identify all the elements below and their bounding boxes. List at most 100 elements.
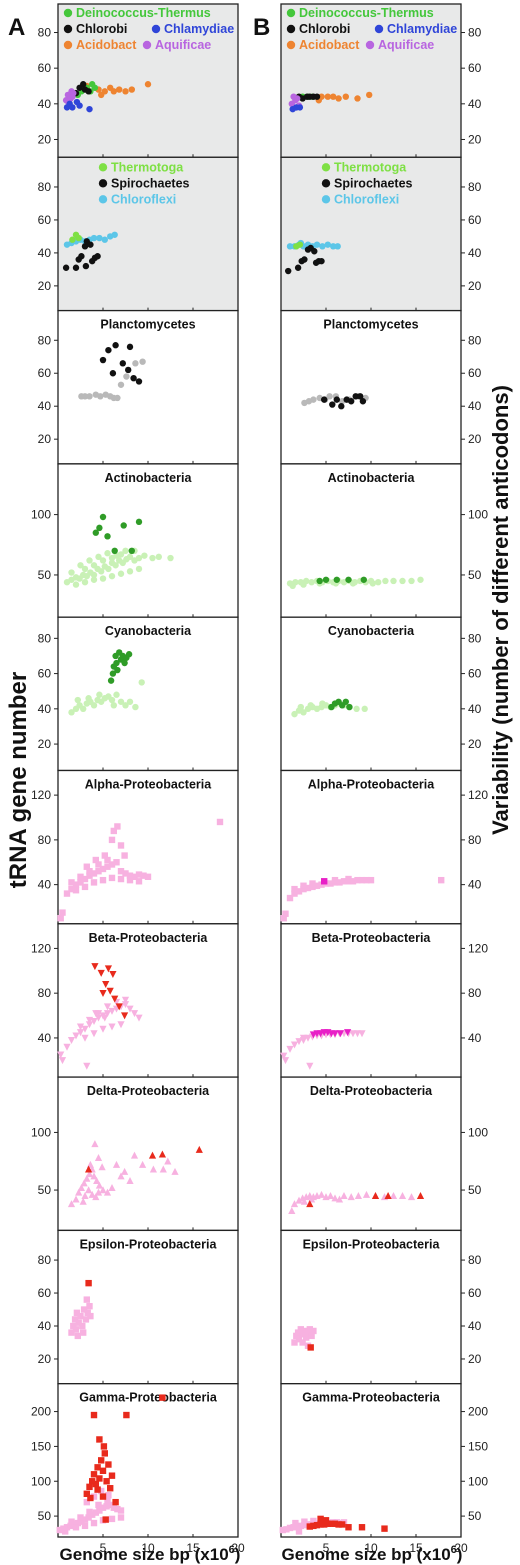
- data-point: [108, 861, 116, 868]
- data-point: [322, 1517, 330, 1524]
- data-point: [318, 257, 325, 265]
- x-axis-label-b-exp: 6: [451, 1544, 457, 1556]
- scatter-panels: 20 40 60 80 Deinococcus-Thermus Chlorobi Chlam…: [31, 3, 488, 1555]
- data-point: [111, 231, 118, 238]
- data-point: [371, 1192, 380, 1200]
- data-point: [85, 1170, 94, 1178]
- data-point: [109, 670, 117, 677]
- panel-a-0: 20 40 60 80 Deinococcus-Thermus Chlorobi Chlam…: [38, 3, 239, 158]
- data-point: [99, 876, 107, 884]
- panel-a-6: 40 80 120 Beta-Proteobacteria: [31, 923, 239, 1078]
- data-point: [103, 1478, 110, 1485]
- y-tick-label: 100: [468, 1125, 488, 1139]
- panel-frame: [57, 463, 239, 618]
- data-point: [96, 1436, 103, 1443]
- y-tick-label: 120: [468, 788, 488, 802]
- data-point: [95, 861, 102, 868]
- data-point: [96, 691, 103, 698]
- legend-label: Spirochaetes: [334, 176, 413, 190]
- panel-title: Planctomycetes: [323, 318, 418, 332]
- data-point: [301, 1327, 308, 1335]
- legend-label: Deinococcus-Thermus: [299, 6, 434, 20]
- data-point: [77, 1183, 85, 1191]
- y-tick-label: 80: [38, 26, 52, 40]
- data-point: [155, 553, 162, 561]
- data-point: [313, 93, 321, 100]
- data-point: [328, 1520, 335, 1527]
- y-tick-label: 80: [38, 631, 52, 645]
- y-tick-label: 120: [468, 941, 488, 955]
- panel-frame: [280, 1383, 462, 1538]
- y-tick-label: 80: [468, 26, 482, 40]
- y-tick-label: 20: [38, 279, 52, 293]
- data-point: [308, 578, 315, 586]
- data-point: [58, 1057, 67, 1065]
- data-point: [90, 1172, 98, 1180]
- data-point: [90, 1030, 98, 1038]
- panel-a-3: 50 100 Actinobacteria: [31, 463, 239, 618]
- data-point: [108, 874, 116, 882]
- data-point: [68, 879, 75, 886]
- legend-marker: [98, 163, 108, 172]
- y-tick-label: 60: [468, 366, 482, 380]
- data-point: [101, 1450, 108, 1457]
- data-point: [113, 859, 120, 866]
- y-tick-label: 60: [38, 1286, 52, 1300]
- data-point: [345, 576, 352, 583]
- data-point: [63, 1043, 71, 1051]
- data-point: [108, 572, 116, 580]
- data-point: [86, 1303, 93, 1310]
- data-point: [109, 370, 117, 377]
- data-point: [70, 89, 77, 97]
- y-tick-label: 150: [468, 1439, 488, 1453]
- data-point: [354, 876, 361, 884]
- data-point: [336, 1030, 344, 1038]
- data-point: [74, 1332, 81, 1340]
- data-point: [70, 1322, 77, 1330]
- data-point: [126, 343, 134, 351]
- data-point: [83, 1174, 91, 1182]
- data-point: [149, 1165, 157, 1173]
- panel-title: Planctomycetes: [100, 318, 195, 332]
- data-point: [310, 1517, 317, 1525]
- data-point: [72, 1326, 80, 1333]
- y-tick-label: 40: [468, 1319, 482, 1333]
- data-point: [399, 577, 406, 585]
- data-point: [81, 1034, 89, 1042]
- data-point: [128, 86, 135, 93]
- data-point: [81, 565, 89, 573]
- data-point: [112, 1160, 121, 1168]
- panel-a-1: 20 40 60 80 Thermotoga Spirochaetes Chloroflex…: [38, 156, 239, 312]
- data-point: [283, 1526, 290, 1533]
- data-point: [327, 880, 334, 887]
- x-axis-label-b-close: ): [457, 1545, 463, 1564]
- data-point: [95, 553, 102, 561]
- data-point: [333, 576, 340, 583]
- data-point: [81, 1192, 89, 1200]
- data-point: [98, 568, 105, 575]
- data-point: [334, 243, 341, 250]
- panel-label-a: A: [8, 14, 25, 41]
- data-point: [72, 1195, 80, 1203]
- data-point: [81, 1025, 89, 1033]
- legend-marker: [98, 179, 108, 188]
- data-point: [85, 88, 92, 95]
- data-point: [86, 1483, 93, 1491]
- y-tick-label: 100: [31, 508, 51, 522]
- data-point: [299, 1339, 306, 1346]
- data-point: [324, 93, 331, 100]
- panel-frame: [280, 923, 462, 1078]
- data-point: [102, 1516, 109, 1523]
- data-point: [159, 1165, 167, 1173]
- data-points: [288, 1190, 425, 1215]
- data-point: [398, 1192, 407, 1200]
- data-point: [85, 1514, 92, 1521]
- data-point: [291, 890, 298, 897]
- data-points: [68, 649, 145, 716]
- data-point: [117, 381, 125, 388]
- panel-a-2: 20 40 60 80 Planctomycetes: [38, 309, 239, 465]
- y-tick-label: 80: [468, 180, 482, 194]
- data-point: [135, 565, 143, 573]
- y-tick-label: 50: [468, 1183, 482, 1197]
- data-point: [56, 1526, 63, 1534]
